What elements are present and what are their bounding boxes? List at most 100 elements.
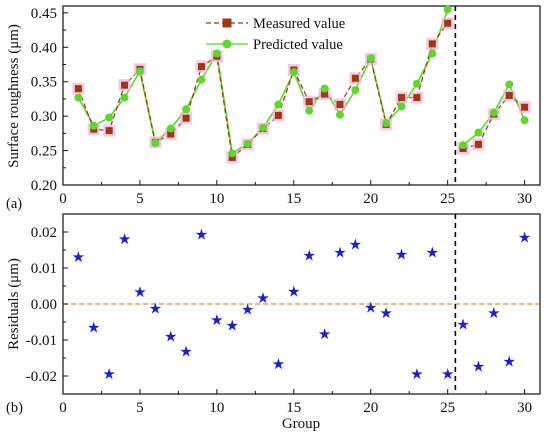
predicted-point <box>459 141 468 150</box>
panel-b-frame <box>62 213 541 395</box>
panel-b-y-axis-title: Residuals (μm) <box>6 258 22 350</box>
panel-b-x-axis-title: Group <box>282 416 320 432</box>
panel-b-x-tick-label: 20 <box>363 400 378 416</box>
residual-point: ★ <box>333 244 346 262</box>
legend-predicted-label: Predicted value <box>253 37 343 53</box>
residual-point: ★ <box>164 327 177 345</box>
panel-a-y-tick-label: 0.40 <box>31 40 57 56</box>
panel-a-y-ticks: 0.20 0.25 0.30 0.35 0.40 0.45 <box>31 6 68 194</box>
predicted-point <box>151 139 160 148</box>
residual-point: ★ <box>456 316 469 334</box>
residual-point: ★ <box>256 289 269 307</box>
predicted-point <box>320 84 329 93</box>
panel-a-x-ticks: 0 5 10 15 20 25 30 <box>59 180 532 207</box>
predicted-point <box>474 128 483 137</box>
measured-point <box>74 85 82 93</box>
residual-point: ★ <box>487 304 500 322</box>
residual-point: ★ <box>241 300 254 318</box>
predicted-point <box>135 67 144 76</box>
panel-a-y-tick-label: 0.30 <box>31 109 57 125</box>
predicted-point <box>89 121 98 130</box>
residual-point: ★ <box>364 299 377 317</box>
residual-point: ★ <box>210 311 223 329</box>
residual-point: ★ <box>87 318 100 336</box>
residual-point: ★ <box>410 365 423 383</box>
panel-b-x-tick-label: 5 <box>136 400 144 416</box>
residual-point: ★ <box>102 365 115 383</box>
residual-point: ★ <box>379 304 392 322</box>
panel-a-x-tick-label: 15 <box>286 191 301 207</box>
predicted-point <box>489 108 498 117</box>
residual-point: ★ <box>426 244 439 262</box>
measured-point <box>336 100 344 108</box>
residual-point: ★ <box>118 230 131 248</box>
panel-a-y-tick-label: 0.20 <box>31 178 57 194</box>
panel-a-x-tick-label: 10 <box>209 191 224 207</box>
predicted-point <box>366 54 375 63</box>
panel-a-surface-roughness: 0 5 10 15 20 25 30 0.20 0.25 0.30 0.35 0.40 0.45 Su… <box>6 5 541 212</box>
residual-point: ★ <box>179 343 192 361</box>
panel-a-label: (a) <box>6 196 22 212</box>
residual-point: ★ <box>318 325 331 343</box>
measured-point <box>321 90 329 98</box>
predicted-point <box>197 75 206 84</box>
residual-point: ★ <box>287 282 300 300</box>
panel-a-y-tick-label: 0.35 <box>31 75 57 91</box>
measured-point <box>167 130 175 138</box>
measured-point <box>197 63 205 71</box>
panel-a-y-tick-label: 0.25 <box>31 144 57 160</box>
predicted-point <box>274 100 283 109</box>
panel-a-x-tick-label: 25 <box>440 191 455 207</box>
residual-point: ★ <box>472 357 485 375</box>
predicted-point <box>520 116 529 125</box>
panel-a-x-tick-label: 5 <box>136 191 144 207</box>
panel-b-x-tick-label: 30 <box>517 400 532 416</box>
measured-point <box>182 114 190 122</box>
measured-point <box>228 153 236 161</box>
measured-point <box>428 40 436 48</box>
residual-point: ★ <box>133 283 146 301</box>
panel-a-x-tick-label: 20 <box>363 191 378 207</box>
measured-line <box>462 94 526 150</box>
predicted-point <box>443 5 452 14</box>
panel-a-frame <box>62 5 541 186</box>
panel-b-points: ★★★★★★★★★★ ★★★★★★★★ ★★ ★★★★★★★★★★ <box>72 226 532 384</box>
panel-b-x-tick-label: 0 <box>59 400 67 416</box>
predicted-point <box>412 79 421 88</box>
panel-a-series <box>72 5 531 164</box>
residual-point: ★ <box>518 228 531 246</box>
panel-b-x-ticks: 0 5 10 15 20 25 30 <box>59 389 532 416</box>
panel-b-y-tick-label: 0.02 <box>31 225 57 241</box>
measured-point <box>305 98 313 106</box>
measured-point <box>474 140 482 148</box>
predicted-point <box>397 102 406 111</box>
measured-point <box>105 127 113 135</box>
measured-point <box>413 94 421 102</box>
legend-measured-marker <box>222 18 232 28</box>
predicted-point <box>243 139 252 148</box>
panel-b-x-tick-label: 15 <box>286 400 301 416</box>
residual-point: ★ <box>272 355 285 373</box>
predicted-point <box>182 105 191 114</box>
measured-point <box>121 81 129 89</box>
residual-point: ★ <box>302 246 315 264</box>
predicted-point <box>305 106 314 115</box>
residual-point: ★ <box>149 300 162 318</box>
predicted-point <box>228 149 237 158</box>
residual-point: ★ <box>441 365 454 383</box>
residual-point: ★ <box>502 353 515 371</box>
measured-point <box>521 103 529 111</box>
panel-b-x-tick-label: 25 <box>440 400 455 416</box>
panel-b-y-tick-label: -0.01 <box>26 333 57 349</box>
predicted-point <box>120 93 129 102</box>
legend-predicted-marker <box>222 39 232 49</box>
residual-point: ★ <box>195 226 208 244</box>
predicted-point <box>105 113 114 122</box>
predicted-point <box>382 119 391 128</box>
predicted-point <box>166 124 175 133</box>
legend-measured-label: Measured value <box>253 16 345 32</box>
panel-a-y-axis-title: Surface roughness (μm) <box>6 24 22 168</box>
predicted-point <box>259 123 268 132</box>
predicted-point <box>74 93 83 102</box>
